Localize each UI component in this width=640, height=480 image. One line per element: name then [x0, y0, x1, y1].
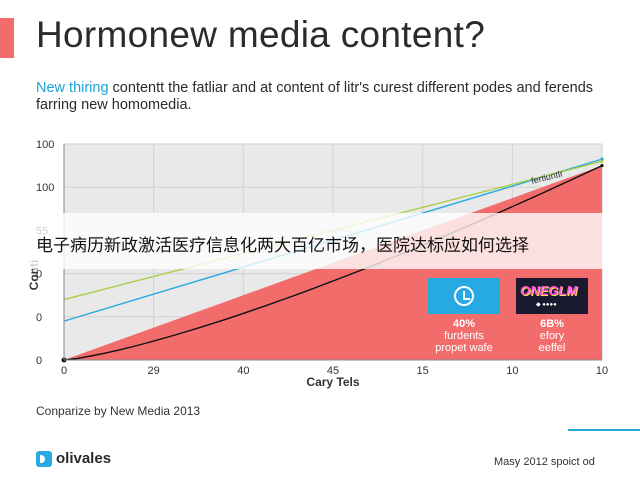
card-stat-line1: furdents [444, 330, 484, 342]
brand[interactable]: olivales [36, 450, 111, 467]
card-stat-percent: 6B% [540, 318, 564, 330]
card-stat-1: 40% furdents propet wafe [418, 318, 510, 354]
y-tick-label: 100 [36, 182, 54, 194]
x-tick-label: 0 [61, 365, 67, 377]
series-line [63, 164, 603, 361]
subtitle-lead: New thiring [36, 80, 109, 96]
y-tick-label: 0 [36, 269, 42, 281]
page-subtitle: New thiring contentt the fatliar and at … [36, 80, 616, 114]
y-tick-label: 0 [36, 355, 42, 367]
accent-bar [0, 18, 14, 58]
page-title: Hormonew media content? [36, 14, 486, 55]
card-stat-2: 6B% efory eeffel [510, 318, 594, 354]
card-stat-line2: eeffel [538, 342, 566, 354]
card-stat-percent: 40% [452, 318, 476, 330]
x-tick-label: 10 [506, 365, 518, 377]
brand-logo: ONEGLM [520, 283, 578, 298]
divider-rule [568, 429, 640, 431]
x-tick-label: 29 [148, 365, 160, 377]
info-card-blue [428, 278, 500, 314]
brand-icon [36, 450, 52, 467]
info-card-dark: ONEGLM ◆ ●●●● [516, 278, 588, 314]
y-tick-label: 100 [36, 139, 54, 151]
x-axis-label: Cary Tels [306, 375, 359, 389]
card-stat-line2: propet wafe [435, 342, 493, 354]
series-point [600, 164, 604, 168]
x-tick-label: 40 [237, 365, 249, 377]
date-label: Masy 2012 spoict od [494, 456, 595, 468]
x-tick-label: 10 [596, 365, 608, 377]
overlay-banner [0, 213, 640, 269]
series-point [600, 159, 604, 163]
y-tick-label: 0 [36, 312, 42, 324]
x-tick-label: 15 [417, 365, 429, 377]
clock-icon [454, 286, 474, 306]
banner-text: 电子病历新政激活医疗信息化两大百亿市场，医院达标应如何选择 [36, 236, 529, 256]
brand-logo-sub: ◆ ●●●● [536, 302, 557, 308]
x-tick-label: 45 [327, 365, 339, 377]
card-stat-line1: efory [539, 330, 565, 342]
footnote: Conparize by New Media 2013 [36, 404, 201, 418]
brand-name: olivales [56, 450, 112, 467]
subtitle-text: contentt the fatliar and at content of l… [36, 80, 594, 113]
